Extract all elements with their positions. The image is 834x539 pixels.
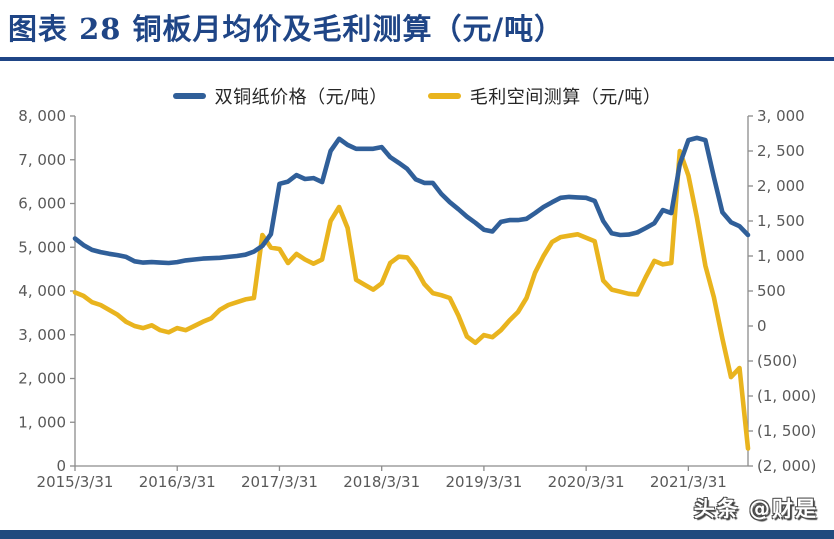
x-axis-tick-label: 2017/3/31 [241, 473, 318, 491]
x-axis-tick-label: 2016/3/31 [139, 473, 216, 491]
left-axis-tick-label: 4, 000 [18, 282, 66, 300]
x-axis-tick-label: 2019/3/31 [445, 473, 522, 491]
legend-label-margin: 毛利空间测算（元/吨） [469, 87, 662, 108]
right-axis-tick-label: 2, 000 [757, 177, 805, 195]
legend-swatch-price [172, 93, 206, 99]
x-axis-tick-label: 2018/3/31 [343, 473, 420, 491]
left-axis-tick-label: 6, 000 [18, 195, 66, 213]
left-axis-tick-label: 7, 000 [18, 151, 66, 169]
right-axis-tick-label: 500 [757, 282, 786, 300]
right-axis-tick-label: 3, 000 [757, 107, 805, 125]
left-axis-tick-label: 2, 000 [18, 370, 66, 388]
right-axis-tick-label: 2, 500 [757, 142, 805, 160]
right-axis-tick-label: (1, 500) [757, 422, 816, 440]
right-axis-tick-label: (1, 000) [757, 387, 816, 405]
figure-title: 图表 28 铜板月均价及毛利测算（元/吨） [8, 12, 565, 46]
footer-bar [0, 530, 834, 539]
right-axis-tick-label: 1, 500 [757, 212, 805, 230]
legend-swatch-margin [427, 93, 461, 99]
right-axis-tick-label: 0 [757, 317, 767, 335]
left-axis-tick-label: 0 [56, 457, 66, 475]
series-line-price [72, 135, 751, 266]
left-axis-tick-label: 8, 000 [18, 107, 66, 125]
right-axis-tick-label: (500) [757, 352, 797, 370]
legend-label-price: 双铜纸价格（元/吨） [214, 87, 388, 108]
x-axis-tick-label: 2020/3/31 [548, 473, 625, 491]
legend-item-margin: 毛利空间测算（元/吨） [427, 83, 662, 109]
watermark: 头条 @财是 [693, 497, 818, 521]
right-axis-tick-label: 1, 000 [757, 247, 805, 265]
series-line-margin [72, 148, 751, 451]
legend-item-price: 双铜纸价格（元/吨） [172, 83, 388, 109]
right-axis-tick-label: (2, 000) [757, 457, 816, 475]
title-underline [0, 57, 834, 61]
chart-legend: 双铜纸价格（元/吨） 毛利空间测算（元/吨） [0, 83, 834, 109]
x-axis-tick-label: 2015/3/31 [37, 473, 114, 491]
left-axis-tick-label: 3, 000 [18, 326, 66, 344]
left-axis-tick-label: 1, 000 [18, 413, 66, 431]
x-axis-tick-label: 2021/3/31 [650, 473, 727, 491]
left-axis-tick-label: 5, 000 [18, 238, 66, 256]
